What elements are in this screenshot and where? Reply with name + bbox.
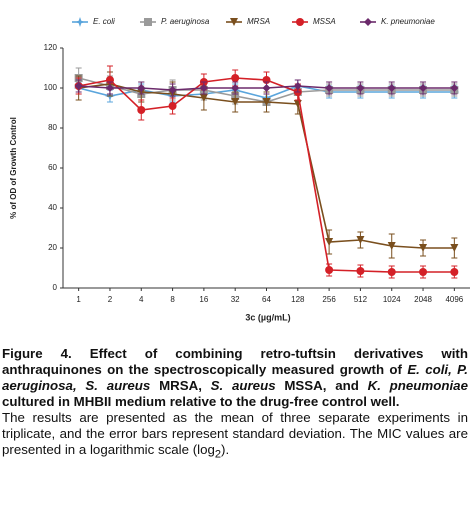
legend-marker: [144, 18, 152, 26]
marker: [387, 268, 396, 276]
legend-marker: [364, 18, 372, 26]
marker: [419, 244, 428, 252]
y-tick-label: 120: [44, 43, 58, 52]
text: MSSA, and: [275, 378, 368, 393]
legend-label: K. pneumoniae: [381, 17, 435, 26]
marker: [387, 84, 396, 92]
y-tick-label: 60: [48, 163, 57, 172]
marker: [325, 266, 334, 274]
text: MRSA,: [150, 378, 211, 393]
x-tick-label: 4: [139, 295, 144, 304]
marker: [325, 84, 334, 92]
text: S. aureus: [210, 378, 276, 393]
x-tick-label: 32: [231, 295, 240, 304]
x-tick-label: 256: [322, 295, 336, 304]
y-tick-label: 0: [53, 283, 58, 292]
text: Figure 4. Effect of combining retro-tuft…: [2, 346, 468, 377]
marker: [356, 267, 365, 275]
marker: [199, 84, 208, 92]
marker: [74, 82, 83, 90]
text: 2: [214, 448, 222, 461]
caption-title: Figure 4. Effect of combining retro-tuft…: [2, 346, 468, 410]
caption-body: The results are presented as the mean of…: [2, 410, 468, 463]
marker: [356, 84, 365, 92]
legend-marker: [296, 18, 304, 26]
marker: [293, 82, 302, 90]
marker: [168, 102, 177, 110]
marker: [231, 74, 240, 82]
marker: [262, 84, 271, 92]
x-tick-label: 64: [262, 295, 271, 304]
x-tick-label: 8: [170, 295, 175, 304]
legend-label: E. coli: [93, 17, 115, 26]
marker: [105, 84, 114, 92]
y-tick-label: 80: [48, 123, 57, 132]
marker: [325, 238, 334, 246]
caption: Figure 4. Effect of combining retro-tuft…: [2, 346, 468, 463]
text: cultured in MHBII medium relative to the…: [2, 394, 400, 409]
legend-label: MRSA: [247, 17, 270, 26]
x-tick-label: 2: [108, 295, 113, 304]
marker: [199, 94, 208, 102]
x-tick-label: 1024: [383, 295, 401, 304]
y-tick-label: 100: [44, 83, 58, 92]
legend-marker: [230, 18, 238, 26]
y-tick-label: 20: [48, 243, 57, 252]
marker: [168, 86, 177, 94]
marker: [356, 236, 365, 244]
text: K. pneumoniae: [367, 378, 468, 393]
marker: [419, 268, 428, 276]
text: The results are presented as the mean of…: [2, 410, 468, 457]
chart: % of OD of Growth Control 3c (µg/mL) 0 20…: [9, 17, 470, 322]
marker: [262, 98, 271, 106]
legend-marker: [75, 17, 85, 27]
marker: [387, 242, 396, 250]
text: ).: [221, 442, 230, 457]
legend-label: MSSA: [313, 17, 336, 26]
marker: [450, 244, 459, 252]
x-tick-label: 512: [354, 295, 368, 304]
marker: [231, 98, 240, 106]
x-tick-label: 2048: [414, 295, 432, 304]
marker: [419, 84, 428, 92]
y-axis-label: % of OD of Growth Control: [9, 117, 18, 219]
marker: [450, 84, 459, 92]
marker: [137, 84, 146, 92]
x-tick-label: 16: [199, 295, 208, 304]
x-tick-label: 4096: [445, 295, 463, 304]
x-tick-label: 1: [76, 295, 81, 304]
y-tick-label: 40: [48, 203, 57, 212]
marker: [137, 106, 146, 114]
text: E. coli, P. aeruginosa, S. aureus: [2, 362, 468, 393]
x-tick-label: 128: [291, 295, 305, 304]
legend-label: P. aeruginosa: [161, 17, 210, 26]
marker: [450, 268, 459, 276]
marker: [231, 84, 240, 92]
x-axis-label: 3c (µg/mL): [245, 312, 290, 322]
